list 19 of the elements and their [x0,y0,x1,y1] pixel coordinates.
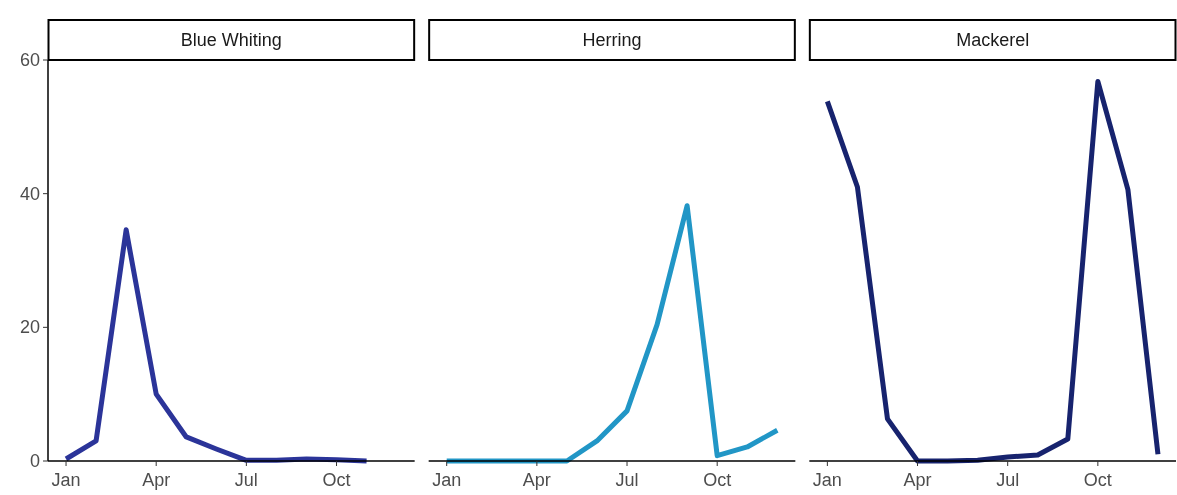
x-tick-label: Apr [522,470,551,490]
y-tick-label: 20 [19,317,40,338]
x-tick-label: Jan [812,470,842,490]
x-tick-label: Jul [615,470,639,490]
chart-title: Blue Whiting [180,30,282,50]
chart-title: Herring [582,30,642,50]
x-tick-label: Jan [432,470,462,490]
y-tick-label: 0 [29,451,40,471]
x-tick-label: Oct [703,470,732,490]
x-tick-label: Oct [322,470,351,490]
x-tick-label: Jul [234,470,258,490]
y-tick-label: 40 [19,183,40,204]
x-tick-label: Apr [142,470,171,490]
x-tick-label: Jul [996,470,1020,490]
x-tick-label: Apr [903,470,932,490]
x-tick-label: Jan [51,470,81,490]
chart-title: Mackerel [956,30,1030,50]
y-tick-label: 60 [19,50,40,70]
x-tick-label: Oct [1083,470,1112,490]
